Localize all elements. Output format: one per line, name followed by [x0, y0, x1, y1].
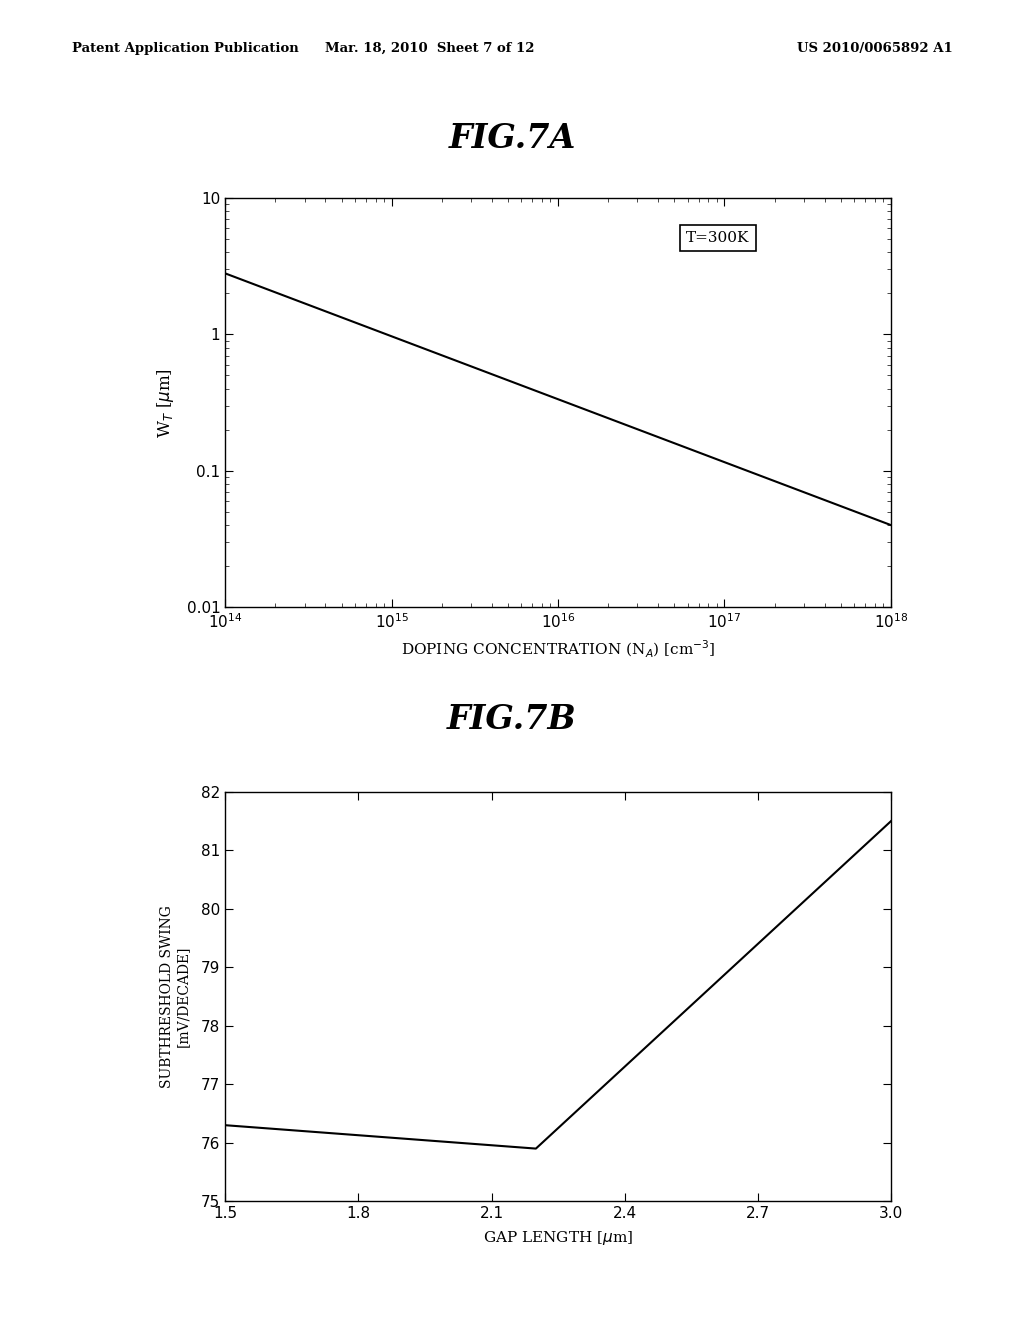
X-axis label: DOPING CONCENTRATION (N$_A$) [cm$^{-3}$]: DOPING CONCENTRATION (N$_A$) [cm$^{-3}$]: [400, 639, 716, 660]
Text: Mar. 18, 2010  Sheet 7 of 12: Mar. 18, 2010 Sheet 7 of 12: [326, 42, 535, 55]
Text: Patent Application Publication: Patent Application Publication: [72, 42, 298, 55]
Text: US 2010/0065892 A1: US 2010/0065892 A1: [797, 42, 952, 55]
Text: T=300K: T=300K: [686, 231, 750, 244]
Y-axis label: W$_T$ [$\mu$m]: W$_T$ [$\mu$m]: [155, 367, 175, 438]
Text: FIG.7B: FIG.7B: [447, 702, 577, 737]
Y-axis label: SUBTHRESHOLD SWING
[mV/DECADE]: SUBTHRESHOLD SWING [mV/DECADE]: [160, 906, 189, 1088]
Text: FIG.7A: FIG.7A: [449, 121, 575, 154]
X-axis label: GAP LENGTH [$\mu$m]: GAP LENGTH [$\mu$m]: [483, 1229, 633, 1247]
